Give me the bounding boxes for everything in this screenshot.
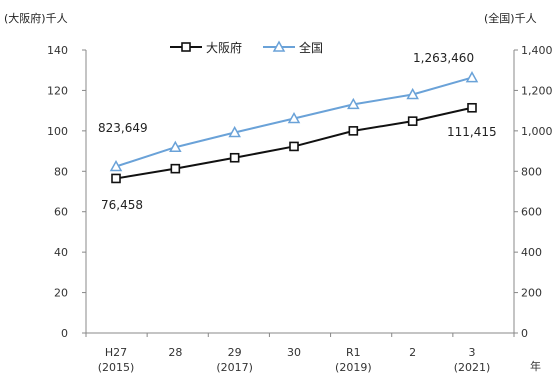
legend-national-marker bbox=[272, 40, 286, 52]
national-last-label: 1,263,460 bbox=[413, 51, 474, 65]
osaka-data-point bbox=[407, 116, 418, 126]
national-first-label: 823,649 bbox=[98, 121, 148, 135]
national-data-point bbox=[406, 87, 419, 100]
x-tick-label: 2 bbox=[409, 346, 416, 359]
right-tick-label: 400 bbox=[521, 246, 542, 259]
x-tick-label: 28 bbox=[168, 346, 182, 359]
national-data-point bbox=[109, 159, 123, 172]
left-tick-label: 40 bbox=[54, 246, 68, 259]
left-tick-label: 0 bbox=[61, 327, 68, 340]
x-tick-sublabel: (2017) bbox=[216, 361, 253, 374]
right-tick-label: 1,400 bbox=[521, 44, 553, 57]
x-tick-label: R1 bbox=[346, 346, 361, 359]
left-axis-ticks: 0 20 40 60 80 100 120 140 bbox=[47, 44, 86, 340]
legend-osaka-label: 大阪府 bbox=[206, 40, 242, 55]
osaka-data-point bbox=[111, 173, 121, 184]
osaka-first-label: 76,458 bbox=[101, 198, 143, 212]
right-tick-label: 1,000 bbox=[521, 125, 553, 138]
x-tick-label: 30 bbox=[287, 346, 301, 359]
right-tick-label: 0 bbox=[521, 327, 528, 340]
left-tick-label: 120 bbox=[47, 84, 68, 97]
left-unit-label: (大阪府)千人 bbox=[4, 11, 68, 25]
x-tick-label: 3 bbox=[469, 346, 476, 359]
left-tick-label: 80 bbox=[54, 165, 68, 178]
right-tick-label: 1,200 bbox=[521, 84, 553, 97]
left-tick-label: 140 bbox=[47, 44, 68, 57]
x-axis-ticks: H27 (2015) 28 29 (2017) 30 R1 (2019) 2 3 (2021) bbox=[85, 333, 515, 374]
national-data-point bbox=[347, 97, 360, 110]
x-tick-label: H27 bbox=[105, 346, 127, 359]
legend-osaka-marker bbox=[181, 42, 191, 52]
national-data-point bbox=[169, 140, 182, 152]
x-tick-sublabel: (2015) bbox=[98, 361, 135, 374]
legend: 大阪府 全国 bbox=[170, 40, 323, 55]
x-axis-unit: 年 bbox=[530, 359, 541, 373]
left-tick-label: 20 bbox=[54, 287, 68, 300]
osaka-data-point bbox=[170, 163, 181, 174]
x-tick-sublabel: (2019) bbox=[335, 361, 372, 374]
left-tick-label: 60 bbox=[54, 206, 68, 219]
series-layer bbox=[109, 71, 479, 184]
left-tick-label: 100 bbox=[47, 125, 68, 138]
osaka-data-point bbox=[289, 141, 299, 152]
right-axis-ticks: 0 200 400 600 800 1,000 1,200 1,400 bbox=[514, 44, 553, 340]
osaka-last-label: 111,415 bbox=[447, 125, 497, 139]
legend-national-label: 全国 bbox=[299, 40, 323, 55]
x-tick-sublabel: (2021) bbox=[454, 361, 491, 374]
national-data-point bbox=[287, 111, 301, 124]
osaka-data-point bbox=[348, 126, 359, 136]
national-data-point bbox=[228, 125, 241, 138]
national-data-point bbox=[465, 71, 479, 83]
right-tick-label: 800 bbox=[521, 165, 542, 178]
osaka-data-point bbox=[467, 102, 477, 113]
x-tick-label: 29 bbox=[228, 346, 242, 359]
right-tick-label: 200 bbox=[521, 287, 542, 300]
osaka-data-point bbox=[229, 152, 240, 163]
right-unit-label: (全国)千人 bbox=[484, 11, 537, 25]
right-tick-label: 600 bbox=[521, 206, 542, 219]
